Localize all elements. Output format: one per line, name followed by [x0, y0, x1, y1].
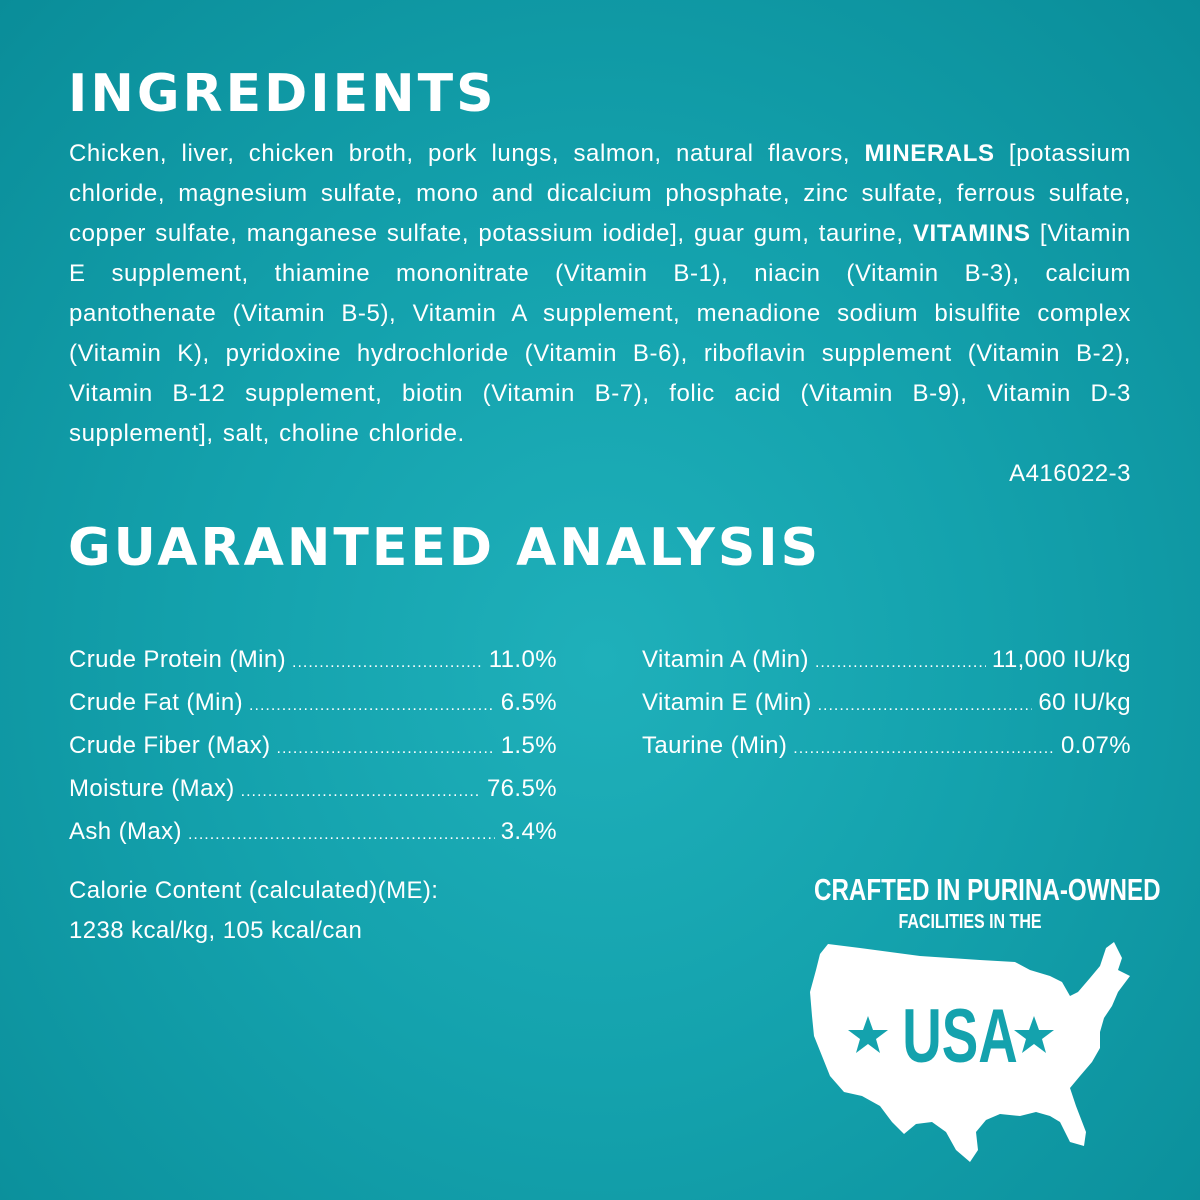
leader-dots: [292, 643, 483, 683]
nutrient-value: 60 IU/kg: [1038, 689, 1131, 716]
ingredients-text: Chicken, liver, chicken broth, pork lung…: [69, 134, 1131, 454]
usa-map-icon: USA: [810, 942, 1130, 1162]
leader-dots: [793, 729, 1055, 769]
nutrient-value: 3.4%: [500, 818, 557, 845]
calorie-value: 1238 kcal/kg, 105 kcal/can: [69, 917, 363, 944]
leader-dots: [818, 686, 1033, 726]
made-in-usa-badge: CRAFTED IN PURINA-OWNED FACILITIES IN TH…: [800, 872, 1161, 1172]
badge-line-2: FACILITIES IN THE: [898, 911, 1042, 933]
badge-line-1: CRAFTED IN PURINA-OWNED: [814, 872, 1161, 907]
nutrient-value: 11.0%: [488, 646, 557, 673]
star-icon: [848, 1016, 888, 1053]
nutrient-label: Crude Protein (Min): [69, 646, 287, 673]
minerals-label: MINERALS: [864, 140, 995, 167]
calorie-label: Calorie Content (calculated)(ME):: [69, 877, 439, 904]
analysis-right-column: Vitamin A (Min) 11,000 IU/kg Vitamin E (M…: [642, 640, 1131, 769]
analysis-row: Vitamin E (Min) 60 IU/kg: [642, 683, 1131, 726]
product-code: A416022-3: [1009, 460, 1131, 487]
leader-dots: [815, 643, 986, 683]
nutrient-label: Taurine (Min): [642, 732, 788, 759]
calorie-content: Calorie Content (calculated)(ME): 1238 k…: [69, 871, 438, 951]
vitamins-label: VITAMINS: [912, 220, 1031, 247]
analysis-row: Taurine (Min) 0.07%: [642, 726, 1131, 769]
analysis-row: Ash (Max) 3.4%: [69, 812, 557, 855]
nutrient-value: 11,000 IU/kg: [991, 646, 1131, 673]
nutrient-value: 1.5%: [500, 732, 557, 759]
leader-dots: [249, 686, 495, 726]
nutrient-value: 76.5%: [486, 775, 557, 802]
leader-dots: [241, 772, 481, 812]
nutrient-label: Vitamin E (Min): [642, 689, 812, 716]
analysis-row: Crude Fiber (Max) 1.5%: [69, 726, 557, 769]
nutrient-value: 0.07%: [1060, 732, 1131, 759]
analysis-row: Crude Protein (Min) 11.0%: [69, 640, 557, 683]
analysis-title: GUARANTEED ANALYSIS: [68, 518, 822, 578]
nutrient-label: Ash (Max): [69, 818, 182, 845]
leader-dots: [188, 815, 495, 855]
nutrient-value: 6.5%: [500, 689, 557, 716]
nutrient-label: Vitamin A (Min): [642, 646, 809, 673]
usa-text: USA: [902, 994, 1018, 1079]
nutrient-label: Crude Fiber (Max): [69, 732, 271, 759]
nutrient-label: Moisture (Max): [69, 775, 235, 802]
ingredients-part: Chicken, liver, chicken broth, pork lung…: [69, 140, 865, 167]
analysis-left-column: Crude Protein (Min) 11.0% Crude Fat (Min)…: [69, 640, 557, 855]
ingredients-title: INGREDIENTS: [68, 64, 497, 124]
ingredients-part: [potassium chloride, magnesium sulfate, …: [69, 140, 1131, 247]
nutrient-label: Crude Fat (Min): [69, 689, 244, 716]
leader-dots: [277, 729, 495, 769]
analysis-row: Moisture (Max) 76.5%: [69, 769, 557, 812]
star-icon: [1014, 1016, 1054, 1053]
analysis-row: Vitamin A (Min) 11,000 IU/kg: [642, 640, 1131, 683]
ingredients-part: [Vitamin E supplement, thiamine mononitr…: [69, 220, 1131, 447]
analysis-row: Crude Fat (Min) 6.5%: [69, 683, 557, 726]
